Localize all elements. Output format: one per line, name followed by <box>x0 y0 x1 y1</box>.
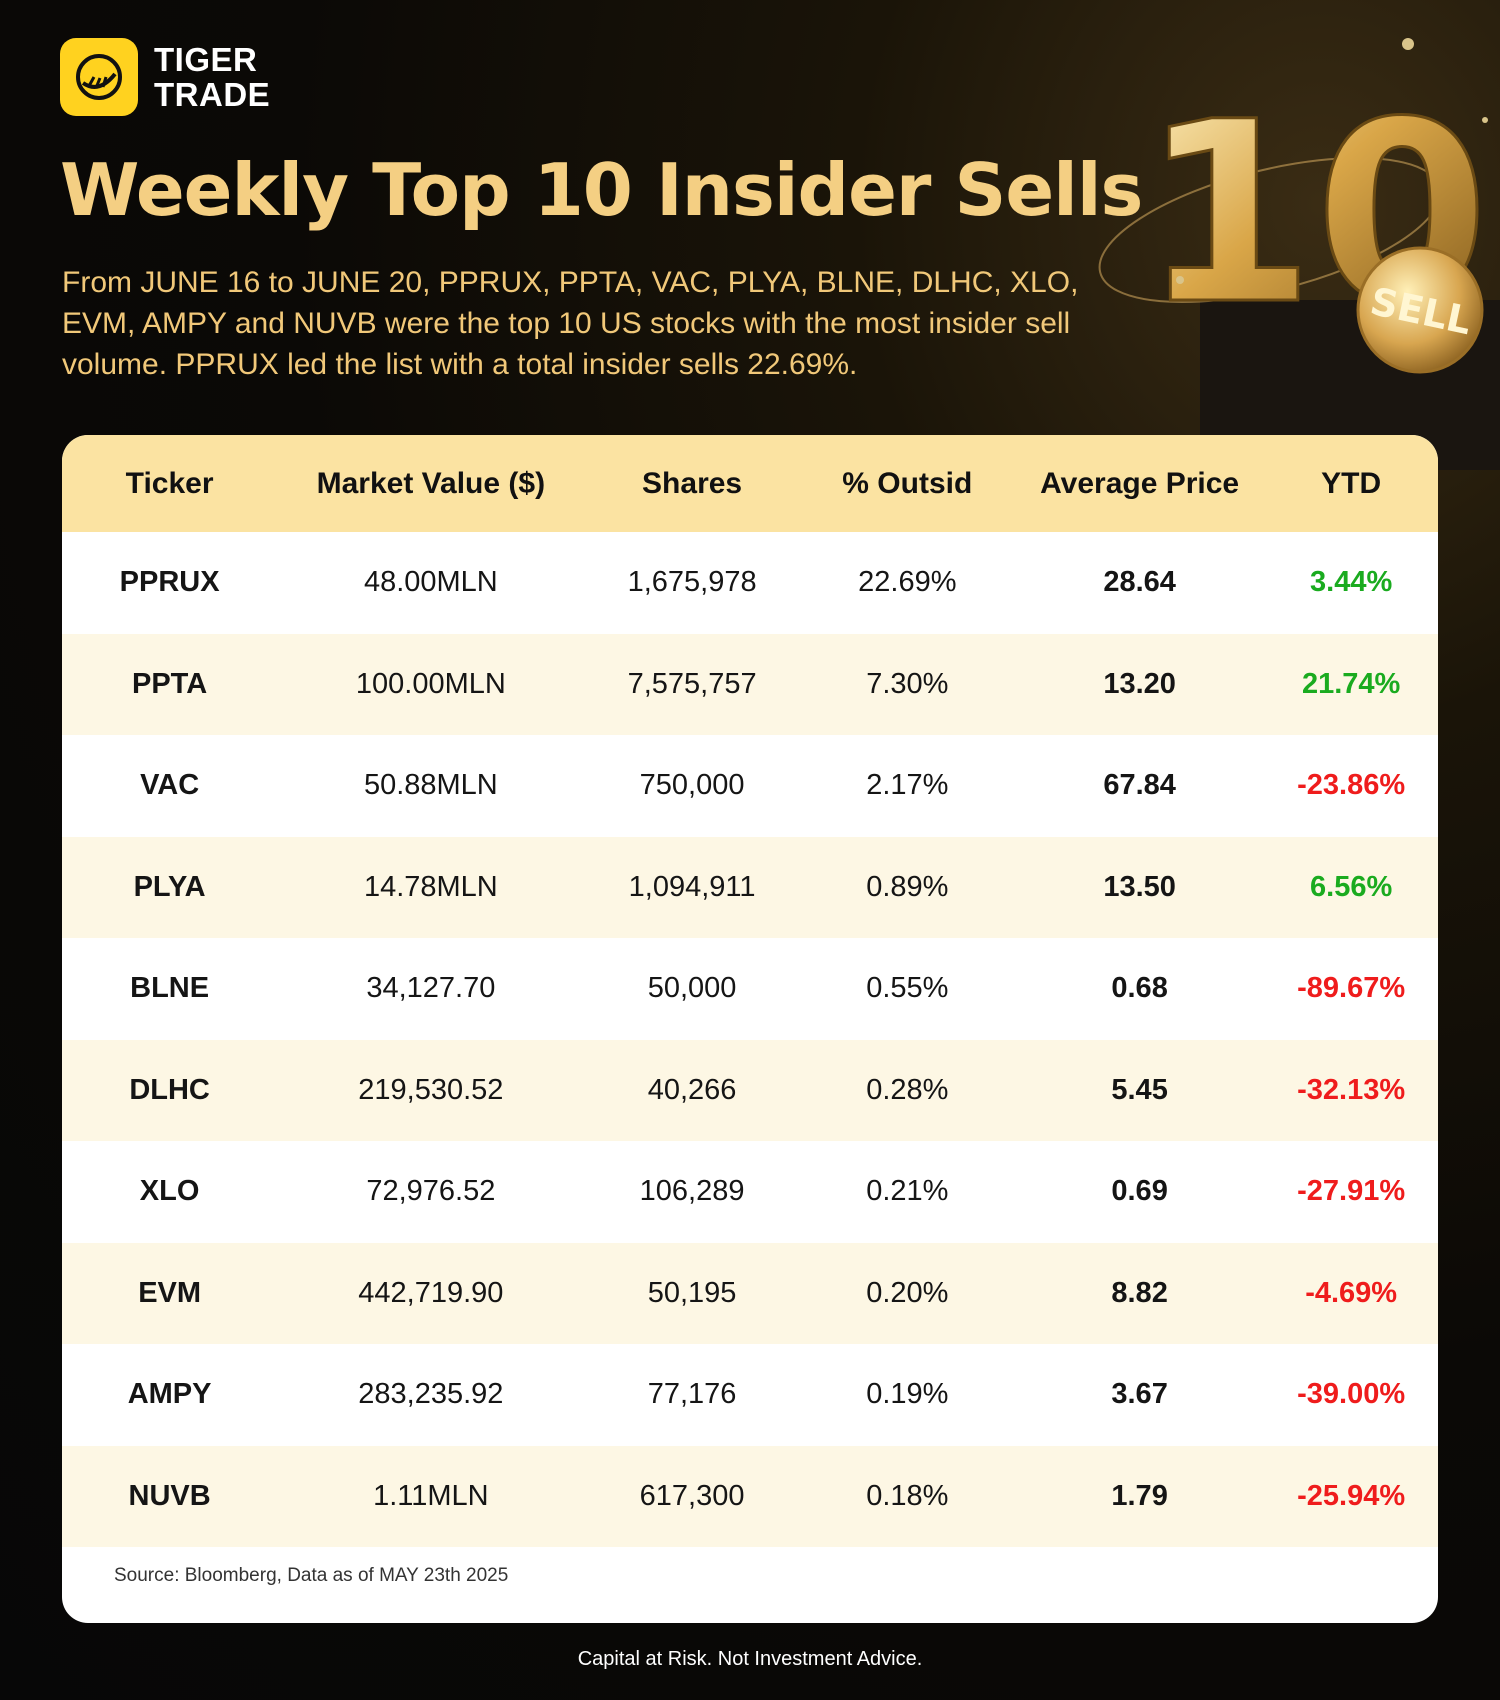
brand-line-1: TIGER <box>154 41 258 78</box>
cell-ticker: NUVB <box>62 1445 278 1547</box>
cell-pct-outstanding: 22.69% <box>858 566 957 599</box>
cell-pct-outstanding: 0.18% <box>799 1445 1015 1547</box>
cell-ytd: 6.56% <box>1264 836 1438 938</box>
cell-ytd: -89.67% <box>1297 972 1406 1005</box>
column-header-ytd: YTD <box>1264 435 1438 532</box>
column-header-pct-outstanding: % Outsid <box>799 435 1015 532</box>
cell-market-value: 1.11MLN <box>277 1445 585 1547</box>
cell-shares: 106,289 <box>639 1175 745 1208</box>
cell-shares: 50,000 <box>647 972 737 1005</box>
cell-pct-outstanding: 0.20% <box>799 1242 1015 1344</box>
cell-pct-outstanding: 0.28% <box>799 1039 1015 1141</box>
table-row: NUVB 1.11MLN 617,300 0.18% 1.79 -25.94% <box>62 1445 1438 1547</box>
cell-avg: 1.79 <box>1014 1445 1265 1547</box>
table-row: PLYA 14.78MLN 1,094,911 0.89% 13.50 6.56% <box>62 836 1438 938</box>
cell-ytd: -23.86% <box>1297 769 1406 802</box>
insider-sells-table-card: Ticker Market Value ($) Shares% Outsid Aver… <box>62 435 1438 1623</box>
brand-logo: TIGER TRADE <box>60 38 270 116</box>
table-row: DLHC 219,530.52 40,266 0.28% 5.45 -32.13% <box>62 1039 1438 1141</box>
cell-ticker: XLO <box>139 1175 200 1208</box>
table-row: PPTA 100.00MLN 7,575,757 7.30% 13.20 21.74% <box>62 633 1438 735</box>
cell-ticker: BLNE <box>130 972 210 1005</box>
cell-ticker: DLHC <box>62 1039 278 1141</box>
cell-market-value: 34,127.70 <box>366 972 496 1005</box>
cell-shares: 50,195 <box>584 1242 800 1344</box>
cell-ytd: -4.69% <box>1264 1242 1438 1344</box>
brand-line-2: TRADE <box>154 76 271 113</box>
cell-market-value: 283,235.92 <box>358 1378 504 1411</box>
table-row: XLO 72,976.52 106,289 0.21% 0.69 -27.91% <box>62 1141 1438 1243</box>
cell-ytd: -32.13% <box>1264 1039 1438 1141</box>
cell-market-value: 50.88MLN <box>363 769 498 802</box>
table-row: PPRUX 48.00MLN 1,675,978 22.69% 28.64 3.44% <box>62 532 1438 634</box>
cell-avg: 0.68 <box>1111 972 1168 1005</box>
cell-market-value: 14.78MLN <box>277 836 585 938</box>
cell-ticker: PLYA <box>62 836 278 938</box>
source-note: Source: Bloomberg, Data as of MAY 23th 2… <box>114 1565 509 1586</box>
cell-ticker: PPRUX <box>119 566 220 599</box>
cell-avg: 67.84 <box>1103 769 1176 802</box>
table-header-row: Ticker Market Value ($) Shares% Outsid Aver… <box>62 435 1438 532</box>
cell-ticker: VAC <box>140 769 200 802</box>
table-row: VAC 50.88MLN 750,000 2.17% 67.84 -23.86% <box>62 735 1438 837</box>
orbit-ring <box>1098 157 1442 303</box>
brand-name: TIGER TRADE <box>154 42 270 112</box>
cell-pct-outstanding: 2.17% <box>866 769 949 802</box>
cell-avg: 3.67 <box>1111 1378 1168 1411</box>
hero-top-10-graphic: 10 SELL <box>1098 38 1500 470</box>
cell-avg: 13.20 <box>1014 633 1265 735</box>
cell-ticker: EVM <box>62 1242 278 1344</box>
tiger-claw-icon <box>60 38 138 116</box>
page-subtitle: From JUNE 16 to JUNE 20, PPRUX, PPTA, VA… <box>62 266 1079 381</box>
disclaimer: Capital at Risk. Not Investment Advice. <box>577 1648 923 1670</box>
column-header-ticker: Ticker <box>62 435 278 532</box>
cell-avg: 13.50 <box>1014 836 1265 938</box>
cell-pct-outstanding: 7.30% <box>799 633 1015 735</box>
cell-ytd: -39.00% <box>1297 1378 1406 1411</box>
insider-sells-table: Ticker Market Value ($) Shares% Outsid Aver… <box>62 435 1438 1547</box>
cell-market-value: 72,976.52 <box>366 1175 496 1208</box>
page-title: Weekly Top 10 Insider Sells <box>60 148 1143 232</box>
cell-ytd: 3.44% <box>1310 566 1393 599</box>
cell-shares: 1,675,978 <box>627 566 757 599</box>
cell-ticker: AMPY <box>127 1378 212 1411</box>
table-row: AMPY 283,235.92 77,176 0.19% 3.67 -39.00% <box>62 1344 1438 1446</box>
table-row: EVM 442,719.90 50,195 0.20% 8.82 -4.69% <box>62 1242 1438 1344</box>
sparkle <box>1176 276 1184 284</box>
cell-shares: 40,266 <box>584 1039 800 1141</box>
column-header-avg: Average Price <box>1014 435 1265 532</box>
cell-shares: 1,094,911 <box>584 836 800 938</box>
cell-shares: 7,575,757 <box>584 633 800 735</box>
sell-coin <box>1356 246 1484 374</box>
column-header-market-value: Market Value ($) <box>277 435 585 532</box>
cell-pct-outstanding: 0.19% <box>866 1378 949 1411</box>
sparkle <box>1482 117 1488 123</box>
cell-avg: 5.45 <box>1014 1039 1265 1141</box>
cell-market-value: 219,530.52 <box>277 1039 585 1141</box>
column-header-shares: Shares <box>584 435 800 532</box>
cell-market-value: 100.00MLN <box>277 633 585 735</box>
cell-shares: 77,176 <box>647 1378 737 1411</box>
cell-ytd: -25.94% <box>1264 1445 1438 1547</box>
table-body: PPRUX 48.00MLN 1,675,978 22.69% 28.64 3.44% PP… <box>62 532 1438 1547</box>
table-row: BLNE 34,127.70 50,000 0.55% 0.68 -89.67% <box>62 938 1438 1040</box>
cell-avg: 0.69 <box>1111 1175 1168 1208</box>
cell-market-value: 442,719.90 <box>277 1242 585 1344</box>
cell-pct-outstanding: 0.21% <box>866 1175 949 1208</box>
cell-pct-outstanding: 0.89% <box>799 836 1015 938</box>
cell-ytd: 21.74% <box>1264 633 1438 735</box>
cell-pct-outstanding: 0.55% <box>866 972 949 1005</box>
cell-avg: 8.82 <box>1014 1242 1265 1344</box>
cell-ticker: PPTA <box>62 633 278 735</box>
sparkle <box>1402 38 1414 50</box>
cell-shares: 750,000 <box>639 769 745 802</box>
cell-ytd: -27.91% <box>1297 1175 1406 1208</box>
cell-market-value: 48.00MLN <box>363 566 498 599</box>
cell-avg: 28.64 <box>1103 566 1176 599</box>
cell-shares: 617,300 <box>584 1445 800 1547</box>
